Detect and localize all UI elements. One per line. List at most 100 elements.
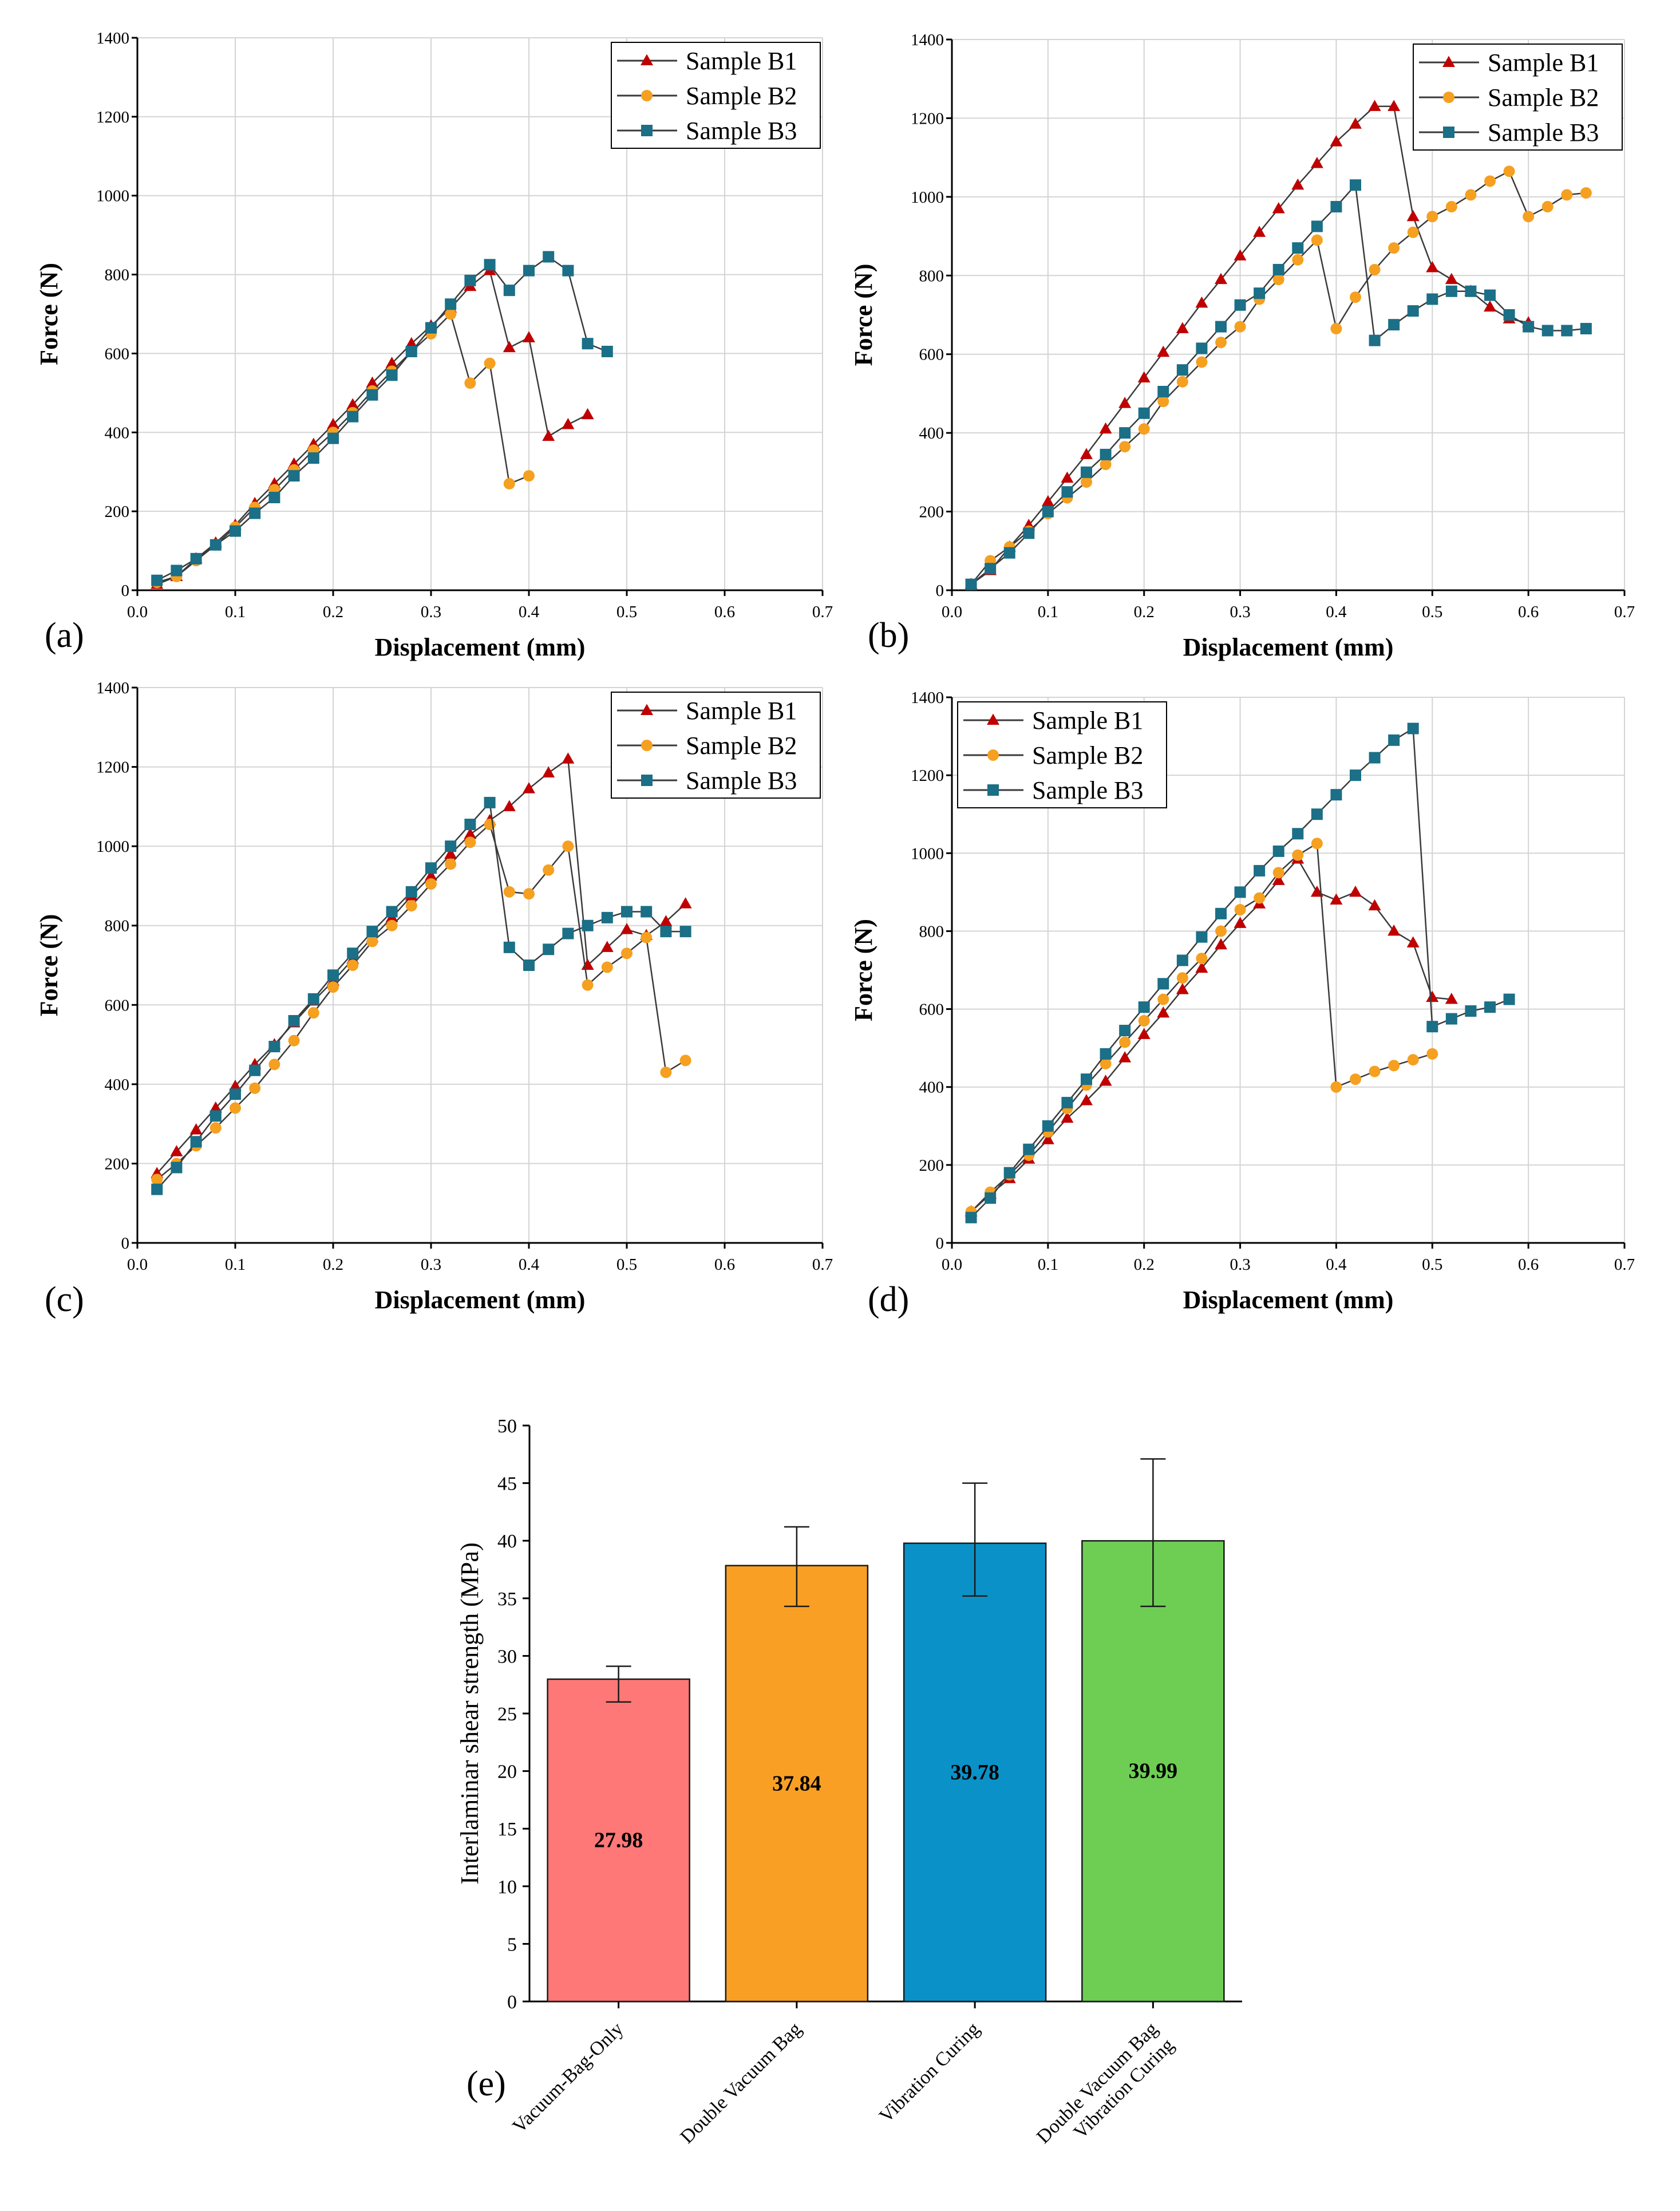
data-point-marker xyxy=(1388,242,1400,254)
x-tick-label: 0.6 xyxy=(714,1255,735,1274)
data-point-marker xyxy=(1541,325,1553,337)
data-point-marker xyxy=(209,1110,222,1122)
x-tick-label: 0.7 xyxy=(1614,603,1635,621)
legend: Sample B1 Sample B2 Sample B3 xyxy=(611,42,821,149)
data-point-marker xyxy=(1272,867,1284,879)
data-point-marker xyxy=(189,1123,203,1135)
data-point-marker xyxy=(484,259,496,271)
x-tick-label: 0.0 xyxy=(942,1255,962,1274)
data-point-marker xyxy=(1272,202,1285,214)
legend-label: Sample B3 xyxy=(686,117,797,145)
y-axis-label: Interlaminar shear strength (MPa) xyxy=(456,1542,484,1884)
y-tick-label: 0 xyxy=(121,1234,130,1253)
data-point-marker xyxy=(249,1064,261,1076)
x-axis-label: Displacement (mm) xyxy=(1183,633,1394,661)
y-axis-label: Force (N) xyxy=(849,264,877,366)
data-point-marker xyxy=(1406,210,1420,222)
bar-chart-e: 0 5 10 15 20 25 30 35 40 45 50 Interlaminar shear s… xyxy=(456,1416,1242,2148)
data-point-marker xyxy=(1310,885,1323,897)
y-tick-label: 200 xyxy=(105,503,130,521)
data-point-marker xyxy=(171,1162,183,1174)
data-point-marker xyxy=(1176,376,1188,388)
x-tick-label: 0.5 xyxy=(616,1255,637,1274)
data-point-marker xyxy=(523,888,535,900)
y-axis-label: Force (N) xyxy=(849,919,877,1021)
x-tick-label: 0.6 xyxy=(1518,603,1539,621)
data-point-marker xyxy=(386,369,398,381)
y-tick-label: 35 xyxy=(497,1589,517,1610)
data-point-marker xyxy=(1349,117,1362,129)
y-tick-label: 1000 xyxy=(911,844,944,863)
data-point-marker xyxy=(1330,893,1343,905)
y-tick-label: 30 xyxy=(497,1646,517,1667)
y-tick-label: 1400 xyxy=(96,679,129,697)
data-point-marker xyxy=(1080,448,1093,459)
data-point-marker xyxy=(1388,734,1400,746)
data-point-marker xyxy=(385,357,398,368)
data-point-marker xyxy=(1234,249,1247,260)
data-point-marker xyxy=(582,919,594,931)
data-point-marker xyxy=(1272,874,1285,885)
data-point-marker xyxy=(582,338,594,350)
x-tick-label: 0.7 xyxy=(812,1255,833,1274)
data-point-marker xyxy=(151,574,163,586)
data-point-marker xyxy=(1330,323,1342,335)
data-point-marker xyxy=(1369,1065,1381,1077)
x-category-label: Vacuum-Bag-Only xyxy=(509,2018,628,2137)
data-point-marker xyxy=(1118,1051,1132,1063)
legend-marker xyxy=(1443,92,1454,103)
data-point-marker xyxy=(1445,201,1457,213)
x-tick-label: 0.4 xyxy=(519,1255,540,1274)
data-point-marker xyxy=(660,926,672,938)
data-point-marker xyxy=(1311,838,1323,850)
data-point-marker xyxy=(1118,397,1132,408)
legend-label: Sample B1 xyxy=(686,47,797,75)
x-tick-label: 0.1 xyxy=(225,1255,246,1274)
data-point-marker xyxy=(1138,1014,1150,1026)
data-point-marker xyxy=(1369,752,1381,764)
y-tick-label: 400 xyxy=(919,424,944,443)
data-point-marker xyxy=(1254,864,1266,876)
data-point-marker xyxy=(1369,334,1381,346)
data-point-marker xyxy=(1196,931,1208,943)
y-tick-label: 800 xyxy=(105,266,130,285)
y-tick-label: 45 xyxy=(497,1474,517,1495)
series-sample-b2 xyxy=(965,165,1592,590)
data-point-marker xyxy=(503,800,516,811)
line-chart-c: 0.0 0.1 0.2 0.3 0.4 0.5 0.6 0.7 0 200 400 600 800 100… xyxy=(35,679,833,1314)
data-point-marker xyxy=(1157,385,1169,397)
data-point-marker xyxy=(405,345,417,357)
data-point-marker xyxy=(366,935,378,947)
data-point-marker xyxy=(1176,322,1189,334)
data-point-marker xyxy=(327,418,339,429)
x-tick-label: 0.0 xyxy=(942,603,962,621)
data-point-marker xyxy=(1157,1006,1170,1018)
x-tick-label: 0.7 xyxy=(812,603,833,621)
data-point-marker xyxy=(445,840,457,852)
bar xyxy=(547,1678,690,2003)
data-point-marker xyxy=(1311,220,1323,232)
data-point-marker xyxy=(1195,296,1208,308)
x-tick-label: 0.7 xyxy=(1614,1255,1635,1274)
data-point-marker xyxy=(230,525,241,537)
data-point-marker xyxy=(1119,1025,1131,1037)
x-axis-label: Displacement (mm) xyxy=(375,633,586,661)
series-sample-b1 xyxy=(964,852,1458,1217)
data-point-marker xyxy=(1503,165,1515,177)
y-tick-label: 600 xyxy=(105,345,130,363)
legend-marker xyxy=(641,775,653,786)
data-point-marker xyxy=(1023,527,1035,539)
y-tick-label: 400 xyxy=(105,1076,130,1094)
data-point-marker xyxy=(1523,211,1535,223)
data-point-marker xyxy=(1580,187,1592,199)
data-point-marker xyxy=(1311,808,1323,820)
data-point-marker xyxy=(1042,1120,1054,1132)
y-tick-label: 25 xyxy=(497,1704,517,1725)
data-point-marker xyxy=(1081,1073,1092,1085)
data-point-marker xyxy=(1426,1021,1438,1033)
data-point-marker xyxy=(523,782,535,793)
y-tick-label: 1200 xyxy=(911,767,944,785)
x-tick-label: 0.6 xyxy=(714,603,735,621)
data-point-marker xyxy=(1272,845,1284,857)
data-point-marker xyxy=(543,864,555,876)
